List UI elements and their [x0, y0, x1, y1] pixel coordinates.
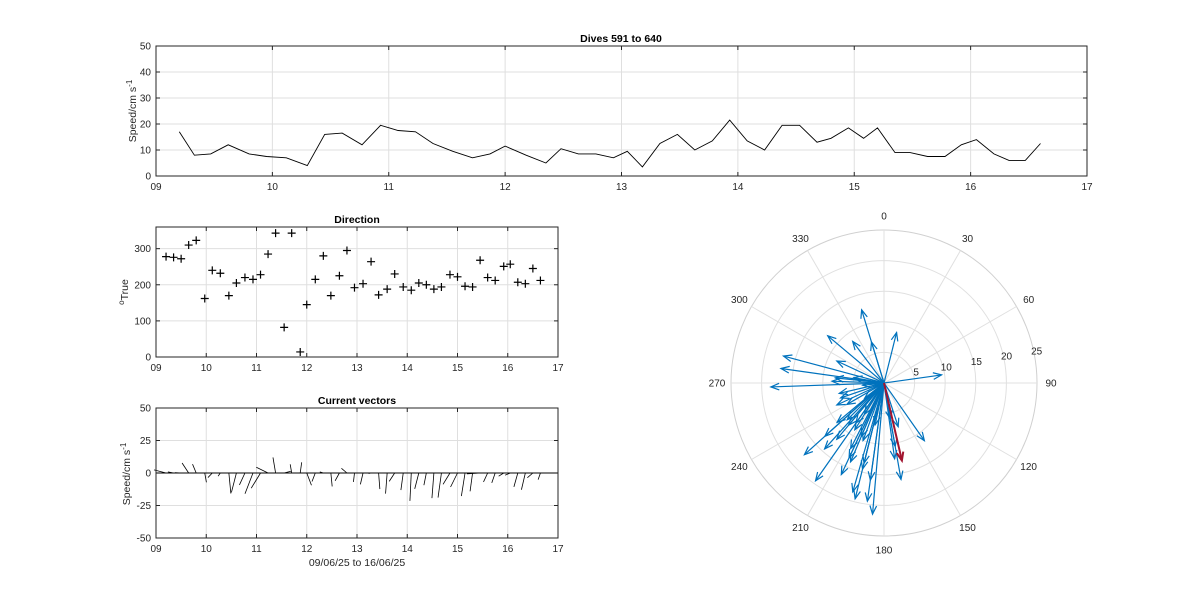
x-tick-label: 11: [384, 182, 395, 193]
y-tick-label: 25: [140, 436, 152, 447]
x-tick-label: 14: [402, 544, 414, 555]
x-tick-label: 17: [552, 544, 564, 555]
x-tick-label: 16: [502, 363, 514, 374]
polar-radius-label: 5: [913, 368, 919, 379]
polar-angle-label: 210: [792, 523, 809, 534]
x-tick-label: 15: [452, 544, 464, 555]
polar-spoke: [884, 383, 1017, 460]
polar-angle-label: 240: [731, 462, 748, 473]
x-tick-label: 09: [150, 182, 162, 193]
polar-radius-label: 20: [1001, 352, 1013, 363]
x-tick-label: 15: [849, 182, 861, 193]
x-tick-label: 13: [351, 544, 363, 555]
x-tick-label: 10: [201, 363, 213, 374]
x-tick-label: 16: [502, 544, 514, 555]
polar-radius-label: 15: [971, 357, 983, 368]
polar-angle-label: 270: [709, 379, 726, 390]
x-tick-label: 16: [965, 182, 977, 193]
polar-radius-label: 10: [941, 362, 953, 373]
vectors-plot: Current vectors Speed/cm s-1 09/06/25 to…: [119, 395, 564, 569]
polar-angle-label: 60: [1023, 295, 1035, 306]
vectors-ylabel: Speed/cm s-1: [119, 442, 133, 505]
polar-angle-label: 30: [962, 234, 974, 245]
polar-spoke: [808, 250, 885, 383]
x-tick-label: 17: [552, 363, 564, 374]
y-tick-label: 300: [134, 244, 151, 255]
x-tick-label: 17: [1081, 182, 1093, 193]
direction-ylabel: oTrue: [117, 279, 131, 305]
y-tick-label: 50: [140, 404, 152, 415]
y-tick-label: 30: [140, 94, 152, 105]
vectors-title: Current vectors: [318, 395, 396, 407]
polar-angle-label: 120: [1020, 462, 1037, 473]
polar-plot: 0 30 60 90 120 150 180 210 240 270 300 330 5 10 15 20 25: [709, 212, 1057, 557]
y-tick-label: 0: [145, 353, 151, 364]
x-tick-label: 10: [267, 182, 279, 193]
y-tick-label: 0: [145, 172, 151, 183]
speed-ylabel: Speed/cm s-1: [125, 79, 139, 142]
y-tick-label: 50: [140, 42, 152, 53]
x-tick-label: 13: [351, 363, 363, 374]
x-tick-label: 11: [251, 363, 262, 374]
x-tick-label: 14: [402, 363, 414, 374]
x-tick-label: 13: [616, 182, 628, 193]
y-tick-label: 40: [140, 68, 152, 79]
polar-radius-label: 25: [1031, 346, 1043, 357]
x-tick-label: 10: [201, 544, 213, 555]
polar-angle-label: 90: [1045, 379, 1057, 390]
speed-title: Dives 591 to 640: [580, 33, 662, 45]
x-tick-label: 12: [301, 363, 313, 374]
x-tick-label: 15: [452, 363, 464, 374]
x-tick-label: 14: [732, 182, 744, 193]
y-tick-label: 100: [134, 316, 151, 327]
x-tick-label: 09: [150, 363, 162, 374]
polar-angle-label: 300: [731, 295, 748, 306]
polar-angle-label: 0: [881, 212, 887, 223]
vectors-xlabel: 09/06/25 to 16/06/25: [309, 557, 405, 569]
y-tick-label: -50: [137, 534, 152, 545]
velocity-arrow: [884, 333, 897, 383]
polar-angle-label: 180: [876, 546, 893, 557]
direction-title: Direction: [334, 214, 380, 226]
x-tick-label: 12: [301, 544, 313, 555]
direction-plot: Direction oTrue 09 10 11 12 13 14 15 16 17 0 100 20…: [117, 214, 564, 374]
polar-angle-label: 150: [959, 523, 976, 534]
y-tick-label: 200: [134, 280, 151, 291]
y-tick-label: 20: [140, 120, 152, 131]
polar-angle-label: 330: [792, 234, 809, 245]
y-tick-label: 0: [145, 469, 151, 480]
x-tick-label: 11: [251, 544, 262, 555]
y-tick-label: -25: [137, 501, 152, 512]
speed-plot: Dives 591 to 640 Speed/cm s-1 09 10 11 12 13…: [125, 33, 1093, 193]
y-tick-label: 10: [140, 146, 152, 157]
velocity-arrow: [784, 356, 884, 383]
x-tick-label: 09: [150, 544, 162, 555]
x-tick-label: 12: [500, 182, 512, 193]
polar-spoke: [808, 383, 885, 516]
